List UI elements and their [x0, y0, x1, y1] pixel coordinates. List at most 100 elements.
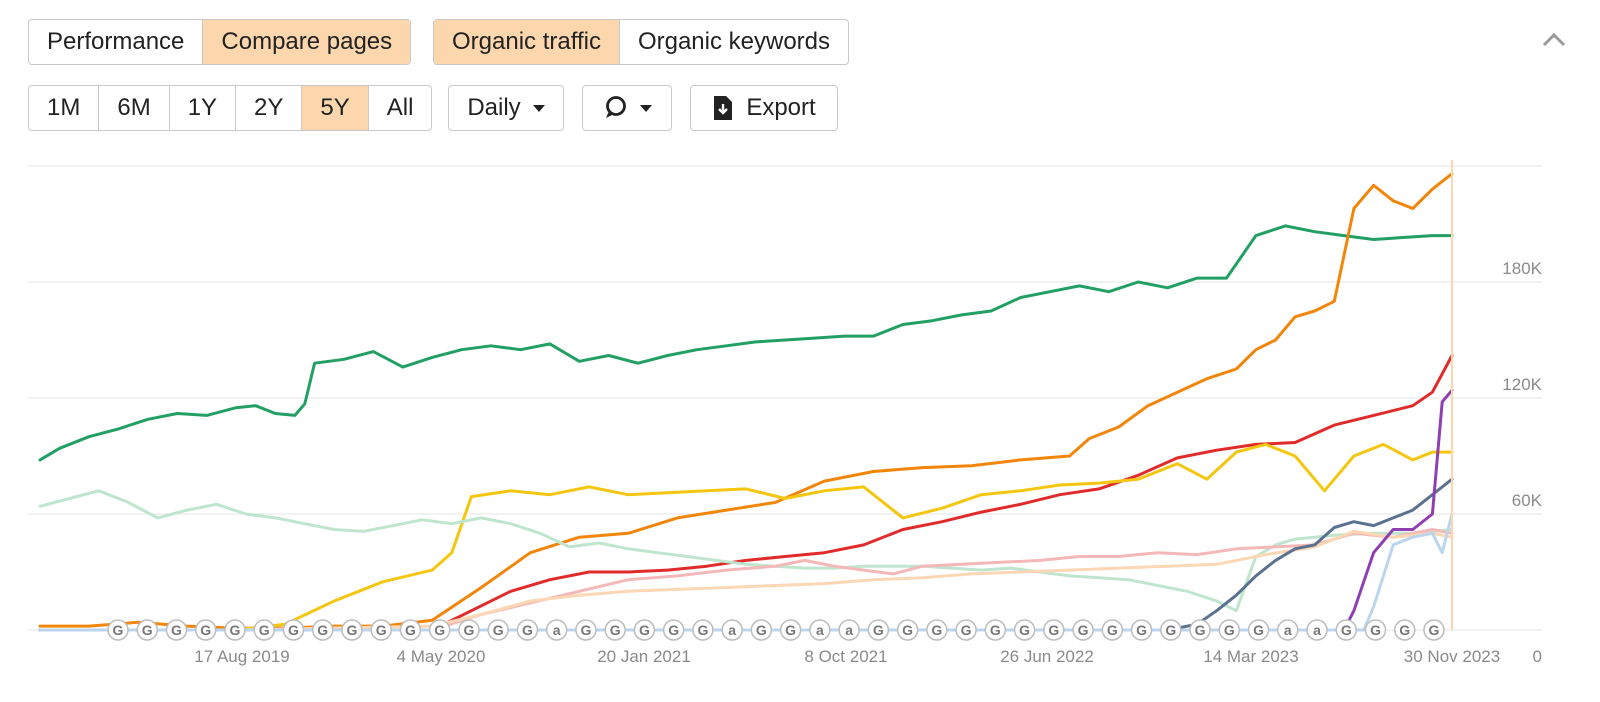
svg-text:G: G — [230, 622, 241, 638]
y-axis: 240K 180K 120K 60K 0 — [1502, 160, 1542, 666]
annotation-marker[interactable]: a — [809, 619, 831, 641]
annotation-marker[interactable]: G — [224, 619, 246, 641]
annotation-marker[interactable]: G — [750, 619, 773, 641]
svg-text:G: G — [668, 622, 679, 638]
speech-bubble-icon — [606, 96, 626, 118]
annotation-marker[interactable]: a — [721, 619, 743, 641]
tab-compare-pages[interactable]: Compare pages — [203, 20, 411, 64]
annotation-marker[interactable]: G — [487, 619, 509, 641]
annotations-dropdown[interactable] — [582, 85, 672, 131]
range-2y[interactable]: 2Y — [236, 86, 303, 130]
x-tick-label: 4 May 2020 — [397, 647, 486, 666]
annotation-marker[interactable]: G — [1423, 619, 1445, 641]
svg-text:G: G — [259, 622, 270, 638]
series-line-3[interactable] — [38, 442, 1454, 632]
annotation-marker[interactable]: G — [1335, 619, 1358, 641]
svg-text:G: G — [610, 622, 621, 638]
series-line-0[interactable] — [38, 224, 1454, 462]
svg-text:G: G — [171, 622, 182, 638]
svg-text:G: G — [873, 622, 884, 638]
svg-text:G: G — [1136, 622, 1147, 638]
annotation-marker[interactable]: G — [926, 619, 948, 641]
view-tabs: Performance Compare pages — [28, 19, 412, 65]
annotation-marker[interactable]: G — [955, 619, 977, 641]
range-1y[interactable]: 1Y — [170, 86, 237, 130]
interval-dropdown[interactable]: Daily — [448, 85, 564, 131]
annotation-marker[interactable]: G — [1130, 619, 1153, 641]
y-tick-label: 120K — [1502, 375, 1542, 394]
annotation-marker[interactable]: G — [341, 619, 363, 641]
annotation-marker[interactable]: G — [692, 619, 714, 641]
tab-organic-traffic[interactable]: Organic traffic — [434, 20, 620, 64]
annotation-marker[interactable]: G — [107, 619, 129, 641]
annotation-marker[interactable]: G — [282, 619, 305, 641]
annotation-marker[interactable]: G — [1101, 619, 1124, 641]
svg-text:G: G — [113, 622, 124, 638]
svg-text:G: G — [463, 622, 474, 638]
annotation-marker[interactable]: G — [1189, 619, 1211, 641]
annotation-marker[interactable]: G — [165, 619, 188, 641]
annotation-marker[interactable]: G — [1013, 619, 1036, 641]
range-6m[interactable]: 6M — [99, 86, 170, 130]
annotation-marker[interactable]: a — [1306, 619, 1328, 641]
annotation-marker[interactable]: G — [1043, 619, 1065, 641]
annotation-marker[interactable]: G — [984, 619, 1007, 641]
annotation-marker[interactable]: G — [399, 619, 422, 641]
x-tick-label: 8 Oct 2021 — [804, 647, 887, 666]
annotation-marker[interactable]: G — [633, 619, 656, 641]
annotation-marker[interactable]: G — [136, 619, 158, 641]
svg-text:a: a — [728, 622, 736, 638]
range-all[interactable]: All — [386, 94, 414, 121]
annotation-marker[interactable]: G — [311, 619, 334, 641]
series-line-5[interactable] — [38, 528, 1454, 632]
annotation-marker[interactable]: a — [838, 619, 860, 641]
series-line-6[interactable] — [38, 529, 1454, 632]
tab-organic-keywords[interactable]: Organic keywords — [637, 28, 831, 55]
annotation-marker[interactable]: G — [458, 619, 480, 641]
svg-text:G: G — [200, 622, 211, 638]
svg-text:G: G — [697, 622, 708, 638]
annotation-marker[interactable]: G — [779, 619, 802, 641]
annotation-marker[interactable]: a — [1277, 619, 1299, 641]
x-tick-label: 17 Aug 2019 — [194, 647, 289, 666]
annotation-marker[interactable]: G — [1364, 619, 1387, 641]
annotation-marker[interactable]: G — [867, 619, 890, 641]
annotation-marker[interactable]: G — [604, 619, 626, 641]
svg-text:G: G — [639, 622, 650, 638]
range-1m[interactable]: 1M — [29, 86, 100, 130]
annotation-marker[interactable]: G — [1394, 619, 1416, 641]
annotation-marker[interactable]: G — [370, 619, 392, 641]
x-tick-label: 14 Mar 2023 — [1203, 647, 1298, 666]
annotation-marker[interactable]: G — [662, 619, 685, 641]
interval-label: Daily — [467, 94, 521, 121]
svg-text:G: G — [580, 622, 591, 638]
annotation-marker[interactable]: G — [428, 619, 451, 641]
annotation-marker[interactable]: G — [253, 619, 275, 641]
series-line-7[interactable] — [38, 477, 1454, 632]
annotation-marker[interactable]: G — [516, 619, 539, 641]
chevron-up-icon[interactable] — [1540, 26, 1568, 54]
svg-text:G: G — [347, 622, 358, 638]
annotation-marker[interactable]: G — [575, 619, 597, 641]
export-button[interactable]: Export — [690, 85, 838, 131]
caret-down-icon — [640, 104, 652, 112]
download-icon — [714, 96, 733, 120]
annotation-marker[interactable]: a — [545, 619, 568, 641]
annotation-marker[interactable]: G — [1218, 619, 1241, 641]
annotation-marker[interactable]: G — [1072, 619, 1094, 641]
annotation-marker[interactable]: G — [1160, 619, 1182, 641]
range-5y[interactable]: 5Y — [302, 86, 369, 130]
series-line-4[interactable] — [38, 489, 1454, 613]
svg-text:G: G — [317, 622, 328, 638]
series-line-9[interactable] — [38, 512, 1454, 632]
svg-text:G: G — [1048, 622, 1059, 638]
annotation-marker[interactable]: G — [1247, 619, 1270, 641]
x-axis: 17 Aug 2019 4 May 2020 20 Jan 2021 8 Oct 20… — [194, 647, 1500, 666]
tab-performance[interactable]: Performance — [29, 20, 204, 64]
annotation-marker[interactable]: G — [194, 619, 217, 641]
y-tick-label: 0 — [1533, 647, 1542, 666]
series-line-2[interactable] — [38, 354, 1454, 632]
export-label: Export — [746, 94, 816, 121]
series-line-8[interactable] — [38, 388, 1454, 632]
annotation-marker[interactable]: G — [896, 619, 919, 641]
